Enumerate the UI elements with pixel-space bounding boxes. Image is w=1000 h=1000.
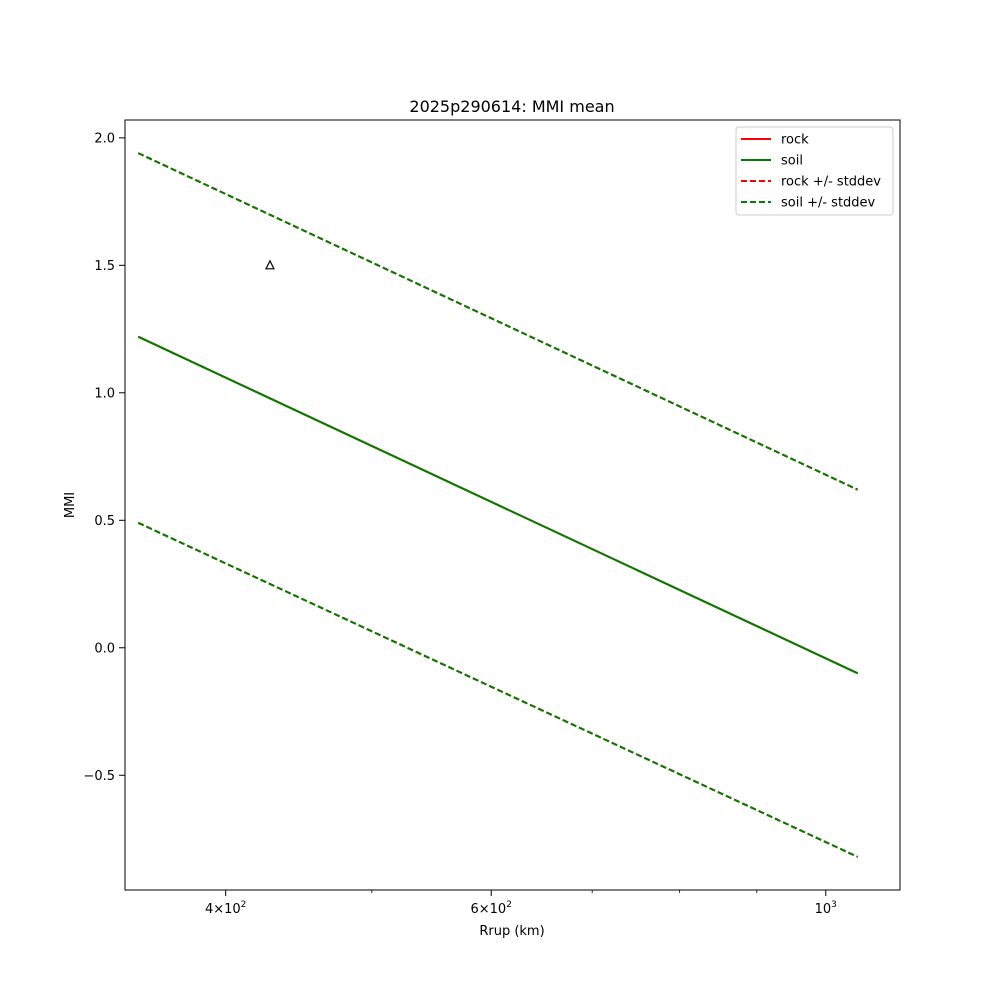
y-tick-label: 1.0 xyxy=(94,386,115,401)
x-tick-label-600: 6×102 xyxy=(471,900,512,917)
observation-marker-0 xyxy=(265,259,275,270)
legend-box xyxy=(735,126,894,216)
plot-frame xyxy=(124,119,901,891)
y-tick-label: 1.5 xyxy=(94,259,115,274)
y-tick-label: 0.0 xyxy=(94,641,115,656)
series-line-soil xyxy=(137,335,859,675)
lines-layer xyxy=(137,152,859,858)
series-line-soil-stddev-upper xyxy=(137,152,859,491)
x-axis-ticks: 4×102 6×102 103 xyxy=(205,890,837,917)
y-tick-label: −0.5 xyxy=(83,769,115,784)
chart-title: 2025p290614: MMI mean xyxy=(409,97,614,116)
series-line-soil-stddev-lower xyxy=(137,521,859,858)
y-tick-label: 2.0 xyxy=(94,131,115,146)
legend-label-soil: soil xyxy=(781,154,803,169)
y-tick-label: 0.5 xyxy=(94,514,115,529)
legend: rock soil rock +/- stddev soil +/- stddev xyxy=(735,126,894,216)
legend-label-rock: rock xyxy=(781,133,809,148)
legend-label-rock-stddev: rock +/- stddev xyxy=(781,175,881,190)
x-axis-label: Rrup (km) xyxy=(479,924,544,939)
x-tick-label-400: 4×102 xyxy=(205,900,246,917)
plot-area xyxy=(125,120,900,890)
legend-label-soil-stddev: soil +/- stddev xyxy=(781,196,876,211)
markers-layer xyxy=(265,259,275,270)
y-axis-label: MMI xyxy=(63,492,78,518)
y-axis-ticks: −0.5 0.0 0.5 1.0 1.5 2.0 xyxy=(83,131,125,784)
x-tick-label-1000: 103 xyxy=(815,900,837,917)
